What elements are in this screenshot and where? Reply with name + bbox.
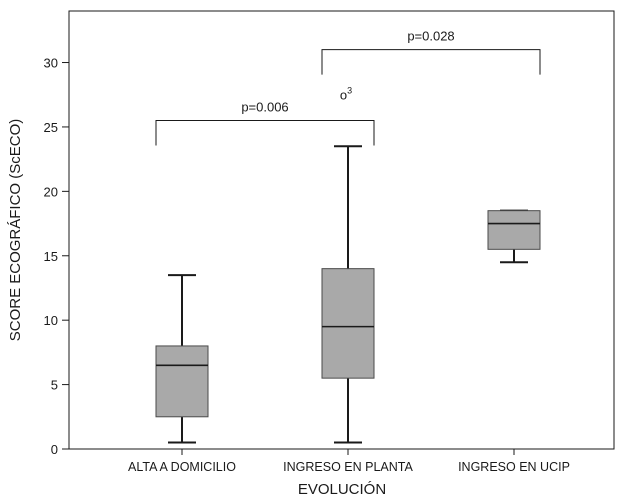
- x-tick-label: INGRESO EN PLANTA: [283, 460, 413, 474]
- outlier-case-number: 3: [347, 86, 352, 96]
- x-axis: ALTA A DOMICILIO INGRESO EN PLANTA INGRESO…: [128, 449, 570, 474]
- y-axis-title: SCORE ECOGRÁFICO (ScECO): [7, 119, 24, 342]
- y-tick-label: 5: [51, 378, 58, 393]
- plot-frame: [68, 10, 615, 450]
- x-axis-title: EVOLUCIÓN: [298, 481, 386, 498]
- y-tick-label: 0: [51, 442, 58, 457]
- y-tick-label: 15: [44, 249, 58, 264]
- comparison-bracket: [321, 49, 541, 75]
- x-tick-label: INGRESO EN UCIP: [458, 460, 570, 474]
- comparison-brackets: p=0.006 p=0.028: [155, 29, 541, 146]
- y-tick-label: 20: [44, 184, 58, 199]
- box-body: [321, 268, 375, 379]
- x-tick-label: ALTA A DOMICILIO: [128, 460, 236, 474]
- p-value-label: p=0.006: [241, 100, 288, 115]
- outlier-symbol: o: [340, 88, 347, 103]
- y-tick-label: 10: [44, 313, 58, 328]
- p-value-label: p=0.028: [407, 29, 454, 44]
- box-3: [487, 209, 541, 264]
- y-axis: 0 5 10 15 20 25 30: [44, 56, 69, 457]
- box-body: [155, 345, 209, 418]
- outlier-marker: o3: [340, 86, 352, 103]
- box-1: [155, 274, 209, 444]
- box-2: [321, 145, 375, 444]
- y-tick-label: 30: [44, 56, 58, 71]
- box-body: [487, 210, 541, 250]
- boxes: [155, 145, 541, 444]
- comparison-1: p=0.006: [155, 100, 375, 146]
- comparison-bracket: [155, 120, 375, 146]
- comparison-2: p=0.028: [321, 29, 541, 75]
- y-tick-label: 25: [44, 120, 58, 135]
